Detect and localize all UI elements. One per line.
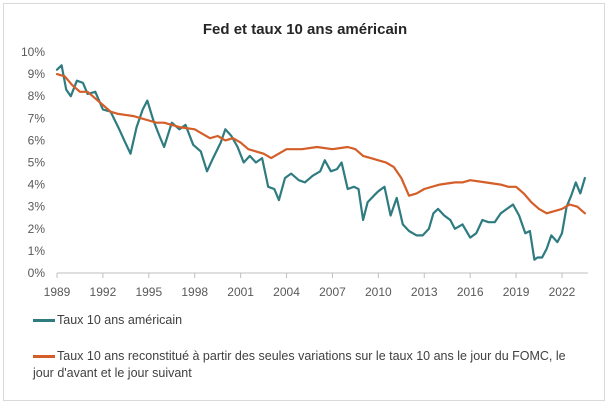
- chart-title: Fed et taux 10 ans américain: [203, 21, 407, 38]
- x-axis: 1989 1992 1995 1998 2001 2004 2007 2010 2013 2016…: [44, 272, 588, 299]
- y-tick-label: 10%: [21, 45, 45, 59]
- series-line-2: [55, 72, 587, 215]
- y-tick-label: 8%: [28, 89, 46, 103]
- y-tick-label: 0%: [28, 266, 46, 280]
- y-tick-label: 7%: [28, 111, 46, 125]
- y-tick-label: 2%: [28, 222, 46, 236]
- x-tick-label: 1989: [44, 285, 71, 299]
- x-tick-label: 1998: [181, 285, 208, 299]
- y-axis: 0% 1% 2% 3% 4% 5% 6% 7% 8% 9% 10%: [21, 45, 45, 280]
- y-tick-label: 5%: [28, 156, 46, 170]
- x-tick-label: 2019: [503, 285, 530, 299]
- x-tick-label: 1992: [90, 285, 117, 299]
- y-tick-label: 4%: [28, 178, 46, 192]
- legend-swatch-series-2: [33, 355, 55, 359]
- x-tick-label: 2010: [365, 285, 392, 299]
- x-tick-label: 2013: [411, 285, 438, 299]
- legend-item-series-1: Taux 10 ans américain: [33, 312, 182, 329]
- y-tick-label: 3%: [28, 200, 46, 214]
- y-tick-label: 6%: [28, 133, 46, 147]
- legend-item-series-2: Taux 10 ans reconstitué à partir des seu…: [33, 348, 585, 382]
- legend-label-series-1: Taux 10 ans américain: [57, 313, 183, 328]
- legend-label-series-2: Taux 10 ans reconstitué à partir des seu…: [33, 349, 566, 381]
- y-tick-label: 1%: [28, 244, 46, 258]
- x-tick-label: 2016: [457, 285, 484, 299]
- x-tick-label: 2007: [319, 285, 346, 299]
- x-tick-label: 1995: [135, 285, 162, 299]
- chart-frame: [3, 3, 605, 401]
- x-tick-label: 2022: [549, 285, 576, 299]
- series-layer: [55, 64, 587, 261]
- x-tick-label: 2001: [227, 285, 254, 299]
- series-line-1: [55, 64, 587, 261]
- x-tick-label: 2004: [273, 285, 300, 299]
- legend-swatch-series-1: [33, 319, 55, 323]
- y-tick-label: 9%: [28, 67, 46, 81]
